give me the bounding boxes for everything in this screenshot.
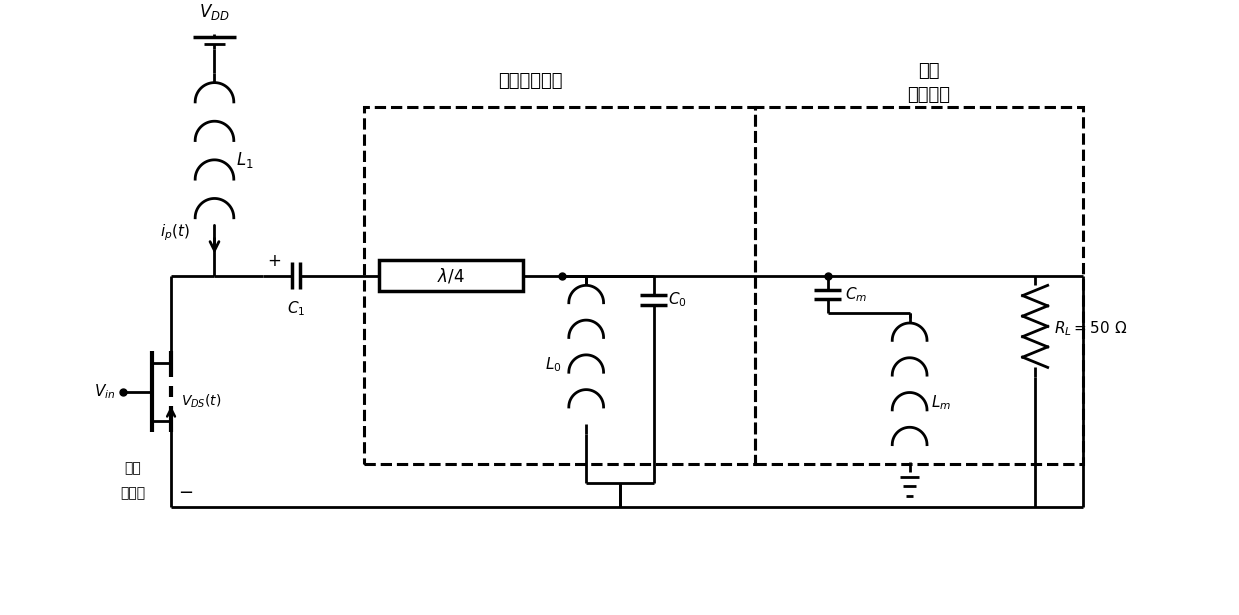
Text: $L_{0}$: $L_{0}$ <box>545 355 563 374</box>
Text: $V_{in}$: $V_{in}$ <box>94 382 115 401</box>
Text: $C_{1}$: $C_{1}$ <box>287 299 305 317</box>
Text: 基波: 基波 <box>918 62 939 80</box>
Text: $\lambda/4$: $\lambda/4$ <box>437 266 465 285</box>
Text: $L_{1}$: $L_{1}$ <box>235 150 253 170</box>
Text: $R_{L}=50\ \Omega$: $R_{L}=50\ \Omega$ <box>1054 319 1127 338</box>
Text: $L_{m}$: $L_{m}$ <box>930 393 952 411</box>
Text: $C_{m}$: $C_{m}$ <box>845 285 867 304</box>
Text: 功率: 功率 <box>124 461 141 475</box>
Text: −: − <box>178 484 193 502</box>
Bar <box>379 260 523 291</box>
Text: +: + <box>268 252 281 270</box>
Text: $V_{DS}(t)$: $V_{DS}(t)$ <box>181 392 222 410</box>
Text: $V_{DD}$: $V_{DD}$ <box>199 2 230 22</box>
Text: 晶体管: 晶体管 <box>120 486 145 500</box>
Text: 匹配网络: 匹配网络 <box>907 86 950 104</box>
Bar <box>364 107 755 464</box>
Text: $i_{p}(t)$: $i_{p}(t)$ <box>160 222 191 242</box>
Bar <box>755 107 1083 464</box>
Text: $C_{0}$: $C_{0}$ <box>668 290 688 309</box>
Text: 谐波控制电路: 谐波控制电路 <box>498 73 563 90</box>
